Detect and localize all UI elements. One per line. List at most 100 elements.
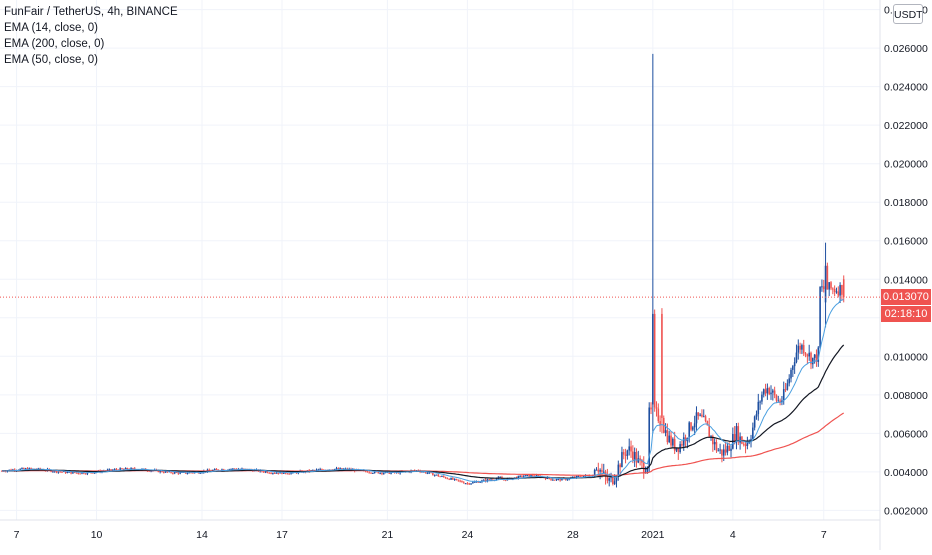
- candle-body: [84, 473, 87, 475]
- candle-body: [706, 421, 709, 426]
- candle-body: [457, 479, 460, 481]
- candle-body: [217, 469, 220, 471]
- candle-body: [199, 472, 201, 474]
- candle-body: [597, 469, 600, 472]
- candle-body: [190, 472, 192, 474]
- candle-body: [593, 469, 596, 476]
- candle-body: [450, 478, 452, 480]
- candle-body: [59, 471, 61, 473]
- candle-body: [433, 474, 436, 476]
- candle-body: [123, 468, 125, 470]
- candle-body: [681, 444, 683, 446]
- candle-body: [452, 478, 454, 480]
- candle-body: [439, 476, 441, 478]
- candle-body: [735, 426, 738, 442]
- candle-body: [708, 425, 711, 437]
- candle-body: [21, 467, 23, 469]
- candle-body: [799, 345, 801, 350]
- ema50-label[interactable]: EMA (50, close, 0): [4, 54, 98, 66]
- ema200-label[interactable]: EMA (200, close, 0): [4, 38, 105, 50]
- candle-body: [524, 475, 527, 477]
- time-tick-label: 10: [91, 529, 103, 541]
- candle-body: [739, 436, 741, 443]
- candle-body: [472, 482, 474, 484]
- candle-body: [608, 478, 611, 481]
- candle-body: [321, 469, 323, 471]
- candle-body: [70, 471, 72, 474]
- candle-body: [677, 447, 680, 453]
- candle-body: [112, 469, 114, 471]
- price-tick-label: 0.024000: [884, 82, 928, 94]
- ema14-label[interactable]: EMA (14, close, 0): [4, 22, 98, 34]
- candle-body: [624, 454, 627, 456]
- candle-body: [713, 442, 716, 445]
- candle-body: [744, 444, 747, 446]
- candle-body: [315, 469, 318, 471]
- candle-body: [13, 469, 16, 471]
- candle-body: [684, 437, 687, 442]
- candle-body: [368, 472, 371, 474]
- candle-body: [262, 471, 265, 473]
- time-tick-label: 7: [821, 529, 827, 541]
- candle-body: [286, 473, 289, 475]
- candle-body: [79, 473, 81, 475]
- candle-body: [372, 472, 374, 474]
- candle-body: [233, 468, 236, 470]
- symbol-title[interactable]: FunFair / TetherUS, 4h, BINANCE: [4, 6, 178, 18]
- candle-body: [762, 389, 765, 395]
- candle-body: [264, 471, 267, 473]
- candle-body: [728, 445, 730, 451]
- candle-body: [164, 471, 167, 473]
- candle-body: [755, 414, 758, 417]
- candle-body: [532, 475, 534, 477]
- candle-body: [517, 476, 520, 479]
- candle-body: [270, 472, 272, 474]
- candle-body: [488, 479, 491, 481]
- candle-body: [208, 469, 211, 471]
- candle-body: [179, 472, 181, 474]
- candle-body: [530, 475, 532, 477]
- candle-body: [159, 470, 161, 473]
- candle-body: [52, 471, 54, 473]
- currency-button[interactable]: USDT: [893, 4, 923, 24]
- candle-body: [4, 471, 7, 473]
- candle-body: [808, 352, 810, 357]
- candle-body: [664, 430, 667, 433]
- candle-body: [764, 389, 767, 394]
- candle-body: [612, 476, 614, 484]
- candle-body: [381, 472, 383, 474]
- candle-body: [644, 471, 647, 473]
- candle-body: [817, 347, 820, 362]
- candle-body: [192, 472, 194, 474]
- candle-body: [648, 407, 651, 468]
- time-tick-label: 24: [462, 529, 474, 541]
- candle-body: [561, 478, 563, 481]
- candle-body: [717, 450, 720, 452]
- candle-body: [461, 481, 463, 483]
- ema200-line: [2, 412, 845, 476]
- candle-body: [121, 468, 123, 470]
- candle-body: [642, 462, 645, 473]
- candle-body: [30, 468, 32, 470]
- candle-body: [692, 427, 694, 430]
- candle-body: [83, 472, 85, 474]
- candle-body: [475, 481, 478, 483]
- candle-body: [130, 468, 132, 470]
- candle-body: [742, 443, 745, 445]
- candle-body: [750, 438, 752, 443]
- candle-body: [602, 471, 605, 473]
- candle-body: [341, 468, 343, 470]
- candle-body: [639, 458, 641, 461]
- candle-body: [615, 476, 618, 482]
- candle-body: [641, 460, 643, 463]
- candle-body: [370, 472, 372, 474]
- candle-body: [188, 472, 191, 474]
- candle-body: [810, 352, 812, 365]
- time-tick-label: 4: [730, 529, 736, 541]
- candle-body: [553, 479, 556, 481]
- candle-body: [113, 469, 116, 471]
- candle-body: [422, 471, 425, 473]
- candle-body: [668, 435, 671, 443]
